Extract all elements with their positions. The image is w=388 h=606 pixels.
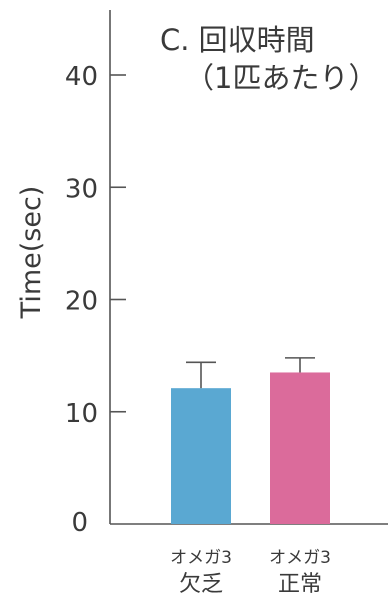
bar-2	[270, 372, 330, 524]
y-tick-label-10: 10	[65, 399, 98, 429]
y-tick-label-40: 40	[65, 62, 98, 92]
bar-1	[171, 388, 231, 524]
y-tick-label-20: 20	[65, 287, 98, 317]
x-category-label-1-line1: オメガ3	[170, 548, 232, 568]
x-category-label-1-line2: 欠乏	[179, 572, 223, 597]
x-category-label-2-line1: オメガ3	[269, 548, 331, 568]
chart-title-line1: C. 回収時間	[160, 23, 315, 57]
chart-title-line2: （1匹あたり）	[185, 61, 377, 95]
y-tick-label-0: 0	[71, 508, 88, 538]
x-category-label-2-line2: 正常	[278, 572, 322, 597]
y-tick-label-30: 30	[65, 174, 98, 204]
y-axis-label: Time(sec)	[16, 186, 47, 320]
